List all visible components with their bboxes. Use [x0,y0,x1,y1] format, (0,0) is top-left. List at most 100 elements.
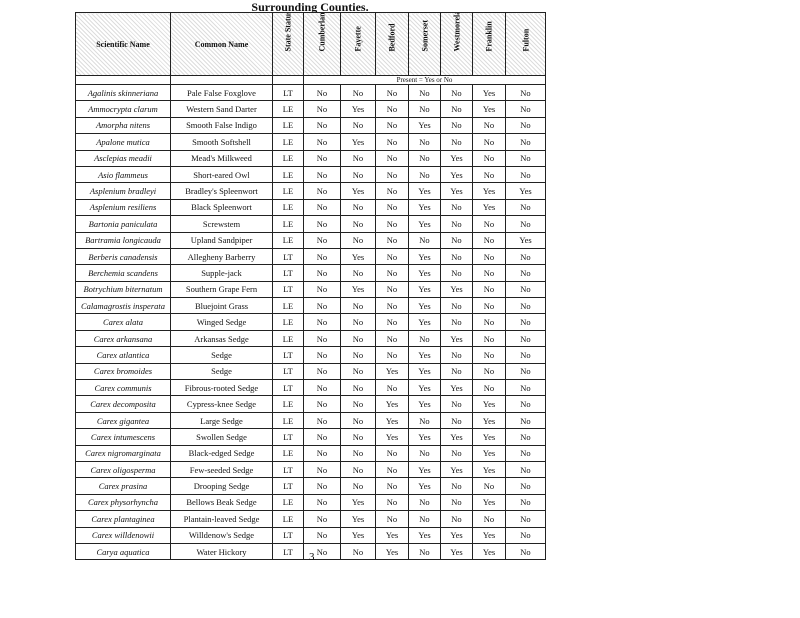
scientific-name: Asplenium resiliens [75,198,171,217]
cell: No [408,510,441,528]
cell: No [340,83,376,102]
cell: Yes [408,116,441,135]
cell: Yes [408,346,441,364]
cell: No [440,264,473,282]
cell: Yes [472,411,506,430]
cell: Yes [440,428,473,446]
cell: Yes [440,460,473,479]
cell: No [303,100,341,118]
table-row: Carex intumescens Swollen Sedge LT No No Yes Y… [75,428,546,446]
cell: No [408,542,441,561]
table-row: Calamagrostis insperata Bluejoint Grass LE… [75,297,546,315]
column-header: Somerset [408,12,441,76]
table-row: Asclepias meadii Mead's Milkweed LE No No No N… [75,149,546,167]
blank-cell [272,75,304,85]
cell: No [440,395,473,413]
cell: Yes [408,395,441,413]
table-row: Amorpha nitens Smooth False Indigo LE No No N… [75,116,546,135]
cell: Yes [408,215,441,233]
cell: No [303,165,341,184]
cell: No [505,395,546,413]
cell: No [440,346,473,364]
cell: Yes [375,526,409,544]
column-header: Scientific Name [75,12,171,76]
cell: No [340,149,376,167]
cell: LT [272,477,304,495]
table-row: Carex gigantea Large Sedge LE No No Yes No No Ye… [75,411,546,430]
table-row: Carex nigromarginata Black-edged Sedge LE N… [75,444,546,462]
blank-cell [170,75,273,85]
column-header: Fulton [505,12,546,76]
common-name: Western Sand Darter [170,100,273,118]
table-row: Berberis canadensis Allegheny Barberry LT N… [75,247,546,266]
cell: Yes [340,247,376,266]
header-row: Scientific Name Common Name State Status Cu… [75,12,546,76]
cell: No [375,133,409,151]
header-text: Fulton [521,28,530,51]
cell: No [505,444,546,462]
cell: No [472,280,506,299]
cell: No [472,165,506,184]
cell: No [303,264,341,282]
cell: LE [272,313,304,331]
cell: No [472,297,506,315]
cell: Yes [440,329,473,348]
common-name: Arkansas Sedge [170,329,273,348]
header-text: Fayette [353,25,363,51]
scientific-name: Carex plantaginea [75,510,171,528]
cell: No [408,165,441,184]
cell: Yes [472,182,506,200]
cell: No [505,133,546,151]
cell: No [408,231,441,249]
cell: No [303,510,341,528]
cell: Yes [340,510,376,528]
cell: No [303,542,341,561]
column-header: Cumberland [303,12,341,76]
scientific-name: Carex intumescens [75,428,171,446]
cell: No [375,198,409,217]
scientific-name: Carex decomposita [75,395,171,413]
cell: Yes [472,460,506,479]
common-name: Smooth Softshell [170,133,273,151]
cell: No [505,477,546,495]
cell: LE [272,329,304,348]
cell: LT [272,526,304,544]
cell: Yes [408,428,441,446]
column-header: Common Name [170,12,273,76]
cell: Yes [472,428,506,446]
cell: No [340,379,376,397]
common-name: Fibrous-rooted Sedge [170,379,273,397]
cell: No [303,346,341,364]
cell: No [375,379,409,397]
cell: No [440,411,473,430]
cell: No [303,329,341,348]
cell: No [375,444,409,462]
cell: No [303,182,341,200]
cell: No [303,493,341,512]
cell: Yes [440,182,473,200]
cell: No [408,149,441,167]
cell: Yes [408,264,441,282]
cell: No [505,493,546,512]
cell: LE [272,297,304,315]
cell: No [340,198,376,217]
cell: No [505,83,546,102]
cell: LE [272,444,304,462]
cell: No [505,379,546,397]
cell: No [472,247,506,266]
cell: LT [272,460,304,479]
common-name: Upland Sandpiper [170,231,273,249]
cell: No [440,444,473,462]
common-name: Pale False Foxglove [170,83,273,102]
cell: No [472,477,506,495]
common-name: Drooping Sedge [170,477,273,495]
scientific-name: Ammocrypta clarum [75,100,171,118]
cell: No [440,362,473,381]
cell: No [340,231,376,249]
column-header: Franklin [472,12,506,76]
column-header: Fayette [340,12,376,76]
cell: No [472,362,506,381]
cell: No [505,313,546,331]
cell: No [303,362,341,381]
column-header: Westmoreland [440,12,473,76]
